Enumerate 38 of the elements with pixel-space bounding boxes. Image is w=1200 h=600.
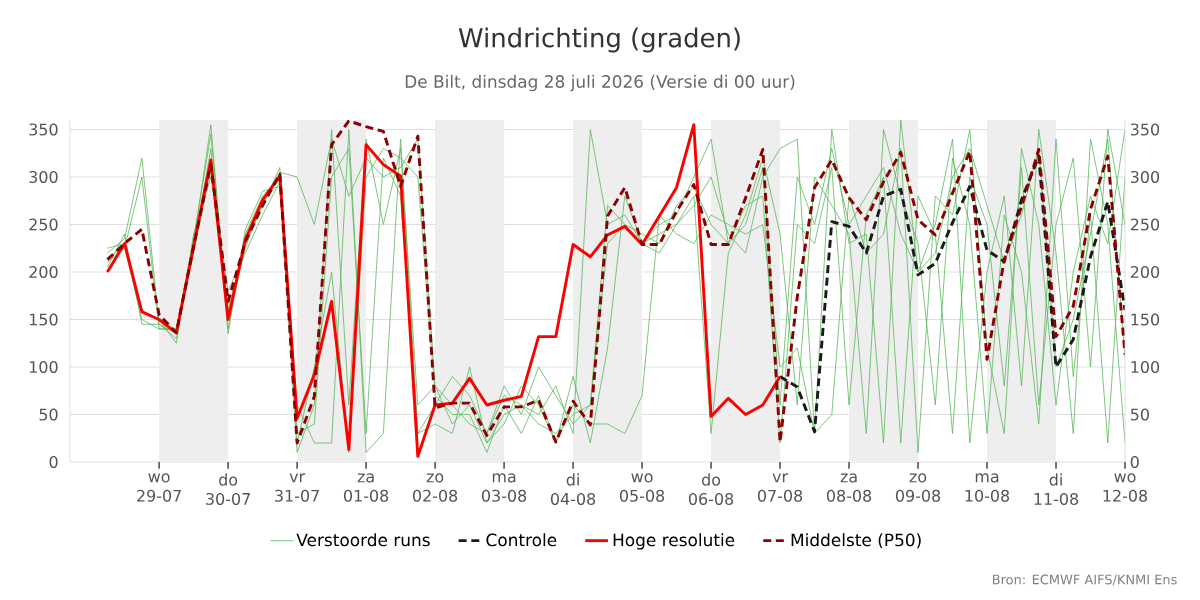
chart-subtitle: De Bilt, dinsdag 28 juli 2026 (Versie di 00 uur) [405,74,795,92]
x-tick-label: vr 07-08 [757,473,803,502]
x-tick-label: do 30-07 [206,473,250,505]
x-tick-label: wo 29-07 [137,473,181,502]
text: Bron: ECMWF AIFS/KNMI Ens [992,574,1177,586]
y-tick-label: 150 [29,313,58,326]
y2-tick-label: 100 [1131,360,1160,374]
y2-tick-label: 200 [1130,265,1160,279]
x-tick-label: zo 02-08 [412,473,458,502]
x-tick-label: za 01-08 [343,473,389,502]
legend-label: Verstoorde runs [296,533,430,547]
legend-label: Hoge resolutie [613,533,735,550]
x-tick-label: wo 05-08 [619,473,665,502]
y-tick-label: 300 [29,170,58,184]
y-tick-label: 0 [49,455,58,469]
y-tick-label: 100 [29,360,58,374]
legend-label: Middelste (P50) [791,533,921,549]
x-tick-label: di 11-08 [1034,473,1079,505]
y2-tick-label: 150 [1131,313,1160,326]
x-tick-label: ma 10-08 [965,473,1010,502]
x-tick-label: wo 12-08 [1103,473,1148,502]
x-tick-label: vr 31-07 [275,473,319,502]
y2-tick-label: 350 [1130,123,1160,136]
x-tick-label: do 06-08 [688,473,734,505]
x-tick-label: zo 09-08 [895,473,941,502]
y2-tick-label: 0 [1130,455,1139,469]
y-tick-label: 200 [29,265,58,279]
y-tick-label: 50 [39,408,58,421]
y2-tick-label: 50 [1130,408,1149,421]
x-tick-label: di 04-08 [550,473,596,505]
y-tick-label: 350 [29,123,58,136]
x-tick-label: ma 03-08 [481,473,527,502]
chart-title: Windrichting (graden) [458,27,740,53]
y-tick-label: 250 [29,218,58,231]
legend-label: Controle [486,533,557,547]
y2-tick-label: 250 [1130,218,1160,231]
x-tick-label: za 08-08 [826,473,872,502]
y2-tick-label: 300 [1130,170,1160,184]
